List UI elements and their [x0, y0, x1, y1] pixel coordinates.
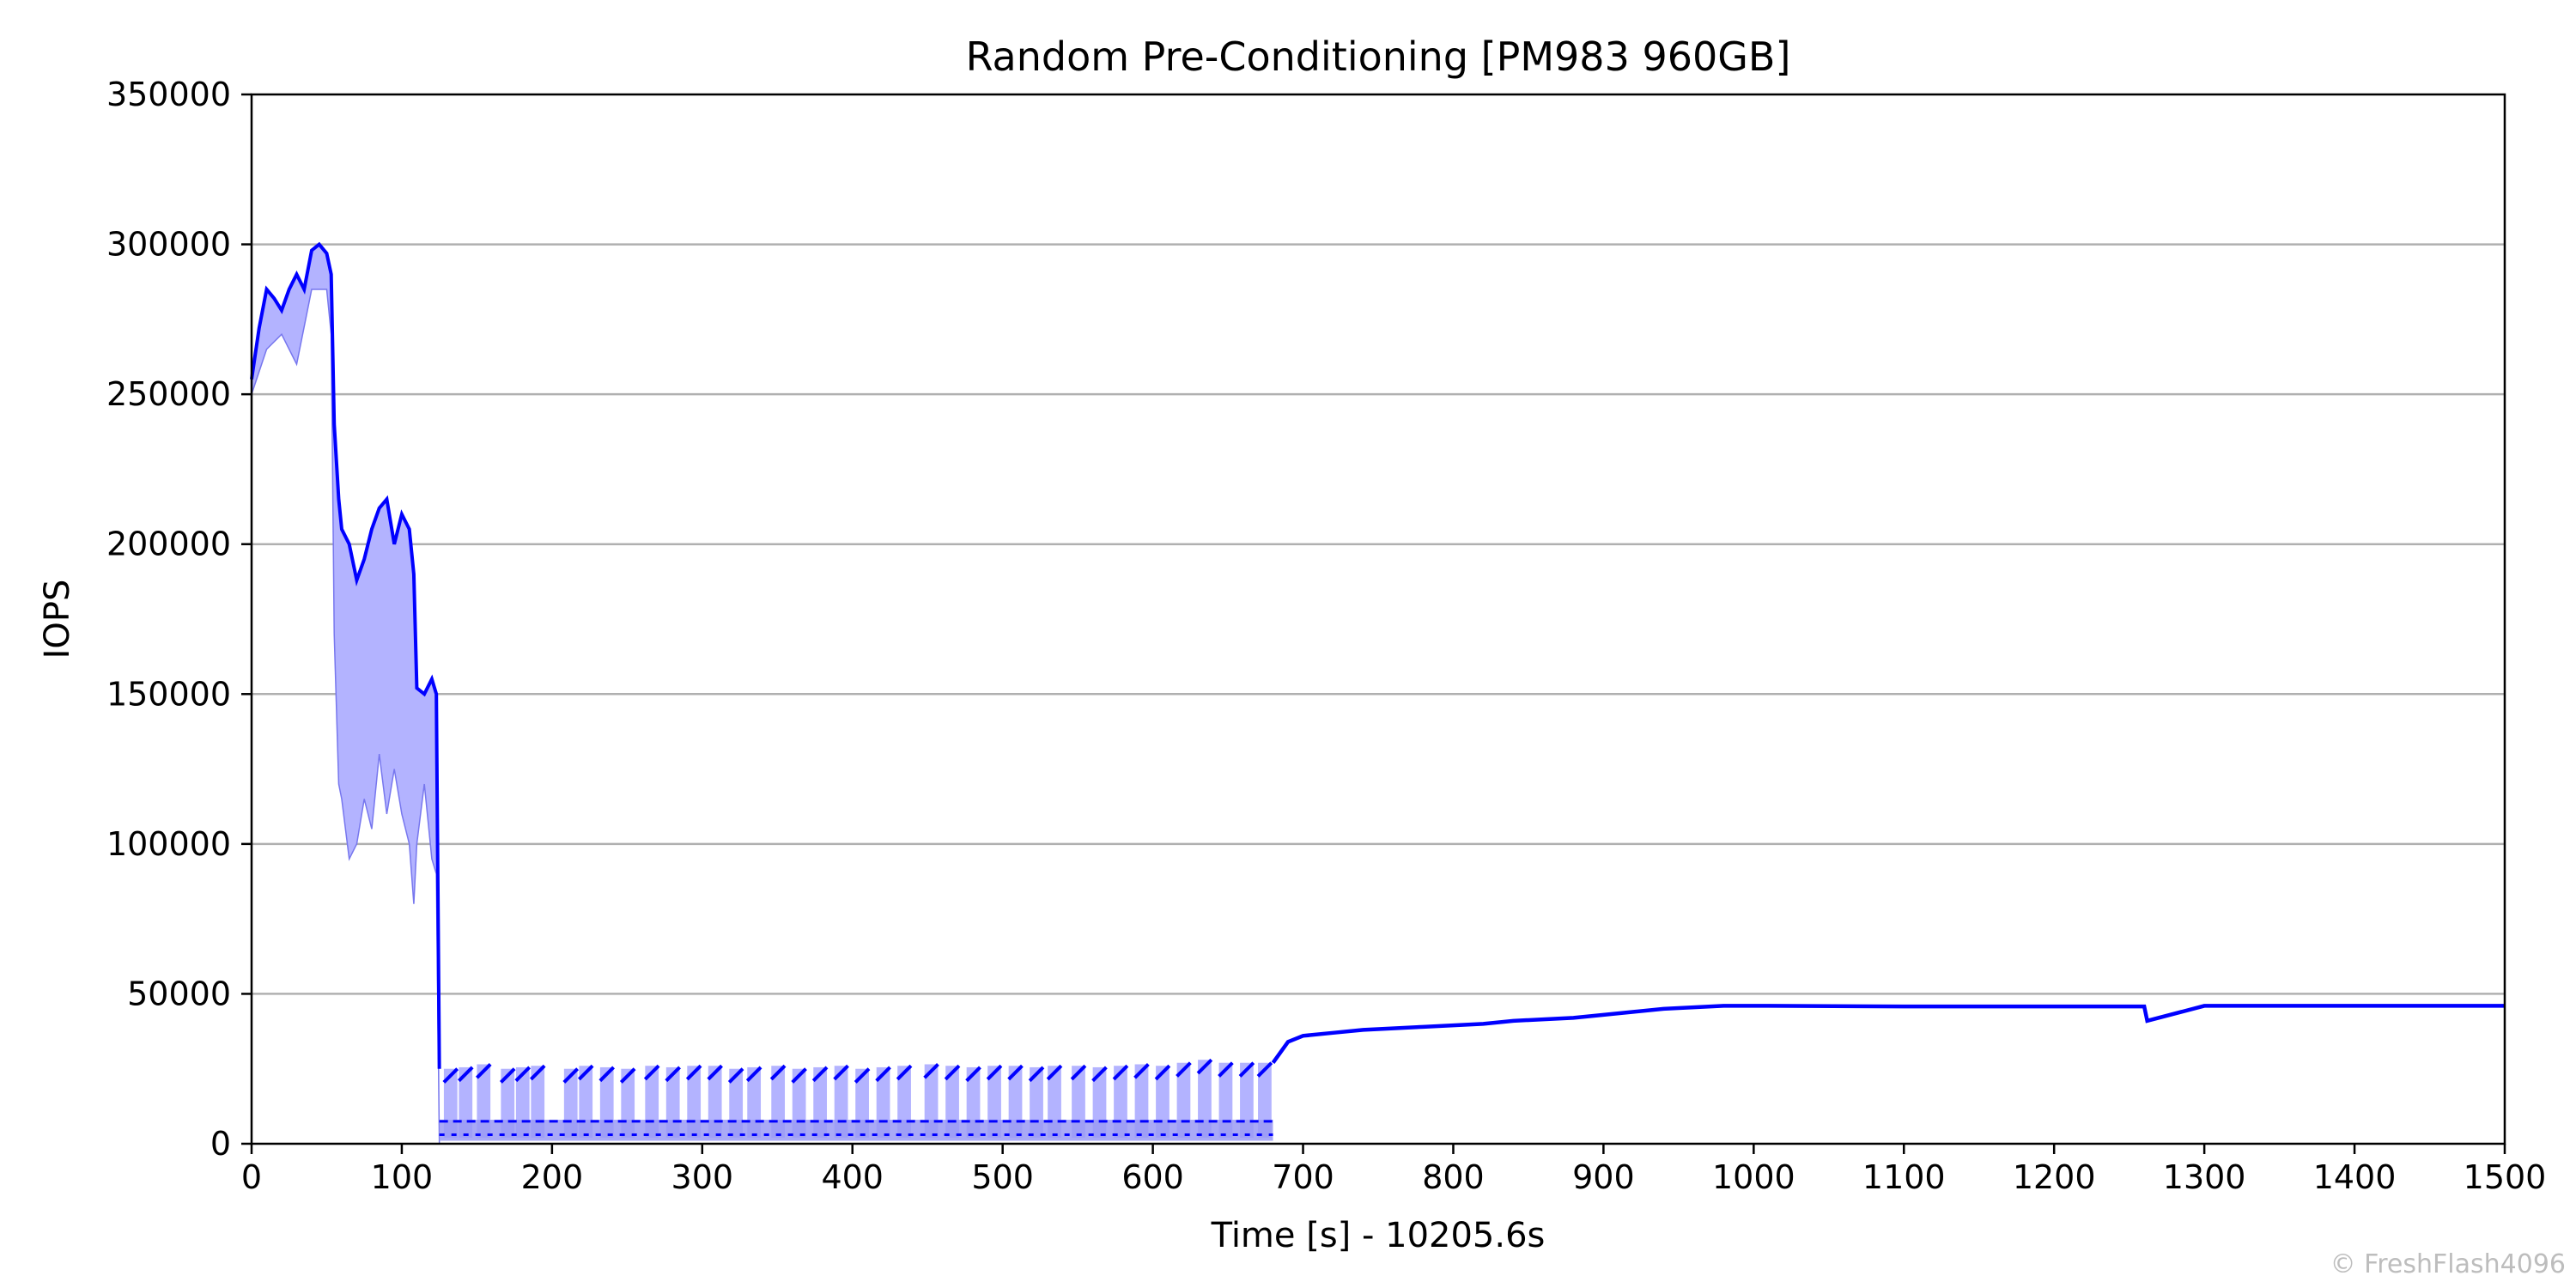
x-tick-label: 200 — [521, 1158, 584, 1196]
series-upper-envelope — [250, 241, 441, 1069]
sawtooth-peak — [1046, 1064, 1063, 1081]
sawtooth-fill — [1258, 1062, 1272, 1139]
y-tick-label: 0 — [210, 1125, 231, 1163]
x-tick-label: 500 — [971, 1158, 1034, 1196]
sawtooth-peak — [457, 1066, 474, 1083]
sawtooth-peak — [598, 1066, 616, 1083]
x-tick-label: 400 — [821, 1158, 884, 1196]
sawtooth-fill — [1218, 1062, 1233, 1139]
sawtooth-peak — [965, 1066, 981, 1083]
sawtooth-fill — [1176, 1062, 1191, 1139]
x-tick-label: 900 — [1572, 1158, 1635, 1196]
y-tick-label: 200000 — [106, 526, 231, 563]
y-tick-label: 350000 — [106, 76, 231, 113]
sawtooth-peak — [685, 1064, 702, 1081]
sawtooth-fill — [924, 1064, 939, 1139]
y-tick-label: 250000 — [106, 375, 231, 413]
sawtooth-peak — [944, 1064, 961, 1081]
sawtooth-peak — [791, 1067, 807, 1084]
data-layer — [250, 241, 2505, 1145]
sawtooth-peak — [769, 1064, 787, 1081]
sawtooth-peak — [811, 1066, 829, 1083]
sawtooth-peak — [643, 1064, 660, 1081]
chart-title: Random Pre-Conditioning [PM983 960GB] — [966, 33, 1791, 80]
ticks-layer: 0 100 200 300 400 500 600 700 800 900 1000 1100 1200… — [106, 76, 2546, 1196]
sawtooth-peak — [1218, 1061, 1234, 1078]
sawtooth-peak — [619, 1067, 636, 1084]
copyright-notice: © FreshFlash4096 — [2330, 1249, 2566, 1279]
plot-frame — [250, 93, 2506, 1145]
sawtooth-fill — [1240, 1062, 1254, 1139]
sawtooth-peak — [707, 1064, 723, 1081]
sawtooth-peak — [1238, 1061, 1255, 1078]
sawtooth-peak — [577, 1064, 594, 1081]
sawtooth-peak — [986, 1064, 1003, 1081]
x-tick-label: 600 — [1121, 1158, 1184, 1196]
sawtooth-peak — [442, 1067, 459, 1084]
sawtooth-peak — [745, 1066, 762, 1083]
sawtooth-peak — [1133, 1063, 1150, 1079]
y-tick-label: 300000 — [106, 226, 231, 264]
sawtooth-peak — [514, 1066, 532, 1083]
sawtooth-peak — [1256, 1061, 1273, 1078]
x-tick-label: 100 — [371, 1158, 434, 1196]
x-tick-label: 1500 — [2464, 1158, 2547, 1196]
sawtooth-fill — [1198, 1060, 1212, 1139]
sawtooth-peak — [1091, 1066, 1108, 1083]
sawtooth-peak — [529, 1064, 546, 1081]
x-axis-title: Time [s] - 10205.6s — [1211, 1216, 1546, 1255]
y-tick-label: 50000 — [127, 975, 231, 1012]
grid-layer — [252, 243, 2505, 995]
sawtooth-peak — [1176, 1061, 1192, 1078]
sawtooth-peak — [665, 1066, 681, 1083]
sawtooth-peak — [727, 1067, 744, 1084]
sawtooth-peak — [475, 1063, 492, 1079]
sawtooth-peak — [1154, 1064, 1171, 1081]
sawtooth-peak — [562, 1067, 580, 1084]
low-iops-band — [439, 1120, 1273, 1141]
y-tick-label: 150000 — [106, 675, 231, 713]
sawtooth-peak — [1196, 1058, 1213, 1075]
x-tick-label: 1400 — [2313, 1158, 2397, 1196]
sawtooth-peak — [499, 1067, 516, 1084]
x-tick-label: 1100 — [1862, 1158, 1946, 1196]
sawtooth-peak — [896, 1064, 913, 1081]
iops-band-phase1 — [252, 244, 440, 1145]
sawtooth-peak — [923, 1063, 939, 1079]
sawtooth-peak — [1070, 1064, 1087, 1081]
x-tick-label: 1300 — [2163, 1158, 2246, 1196]
x-tick-label: 1000 — [1712, 1158, 1795, 1196]
x-tick-label: 800 — [1422, 1158, 1485, 1196]
x-tick-label: 300 — [671, 1158, 734, 1196]
sawtooth-peak — [1028, 1066, 1045, 1083]
sawtooth-peak — [875, 1066, 891, 1083]
series-steady-state — [1271, 1004, 2505, 1065]
sawtooth-fill — [477, 1064, 491, 1139]
sawtooth-peak — [1007, 1064, 1024, 1081]
y-axis-title: IOPS — [38, 580, 77, 659]
sawtooth-peak — [1112, 1064, 1129, 1081]
series-lower-envelope — [251, 289, 440, 1145]
sawtooth-fill — [1134, 1064, 1149, 1139]
sawtooth-peak — [854, 1067, 871, 1084]
sawtooth-peak — [833, 1064, 849, 1081]
x-tick-label: 700 — [1272, 1158, 1334, 1196]
x-tick-label: 0 — [241, 1158, 262, 1196]
x-tick-label: 1200 — [2013, 1158, 2096, 1196]
y-tick-label: 100000 — [106, 825, 231, 863]
